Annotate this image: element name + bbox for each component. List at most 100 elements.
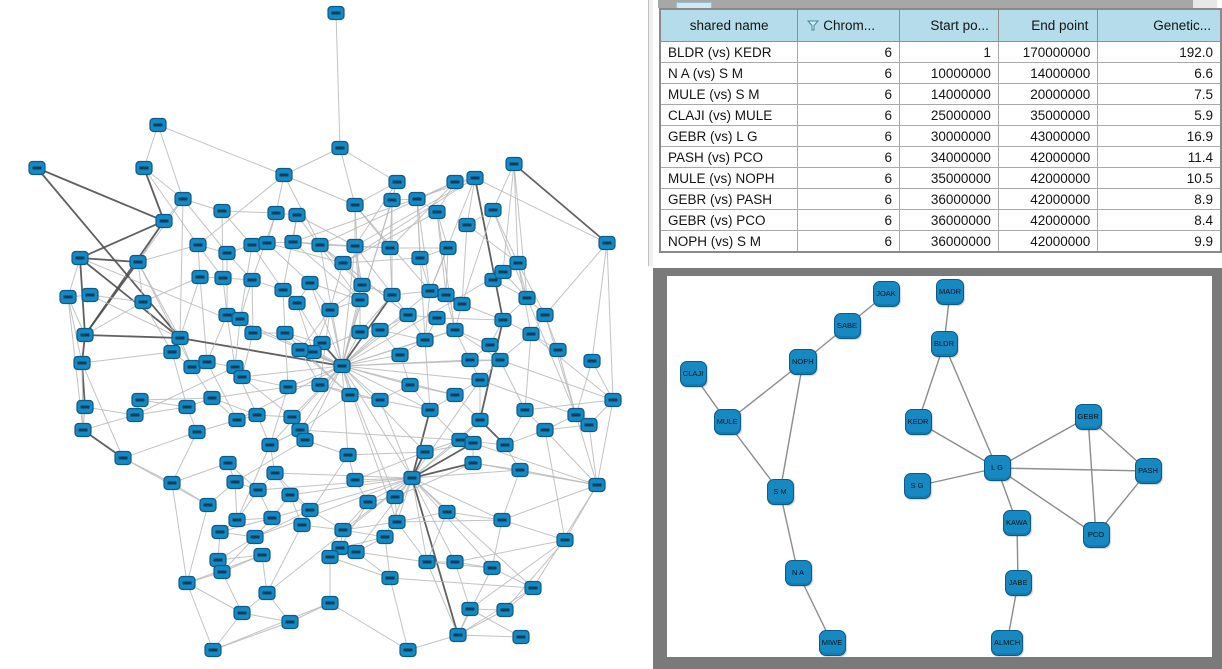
table-row[interactable]: MULE (vs) NOPH 6 35000000 42000000 10.5 <box>659 167 1222 189</box>
table-row[interactable]: NOPH (vs) S M 6 36000000 42000000 9.9 <box>659 230 1222 253</box>
graph-node-label <box>475 378 485 382</box>
table-row[interactable]: GEBR (vs) PASH 6 36000000 42000000 8.9 <box>659 188 1222 210</box>
graph-node-label <box>202 360 212 364</box>
table-cell: 6 <box>797 209 900 231</box>
subnetwork-node-n-a[interactable]: N A <box>784 560 812 586</box>
subnetwork-canvas[interactable]: JOAK SABE NOPH CLAJI MULE S M N A MIWE MADR BLDR K… <box>667 276 1212 657</box>
subnetwork-node-l-g[interactable]: L G <box>983 455 1011 481</box>
table-cell: 36000000 <box>898 230 999 253</box>
subnetwork-node-madr[interactable]: MADR <box>936 279 965 305</box>
graph-node-label <box>450 560 460 564</box>
subnetwork-node-bldr[interactable]: BLDR <box>930 331 958 357</box>
graph-node-label <box>182 581 192 585</box>
graph-node-label <box>528 586 538 590</box>
graph-node-label <box>285 620 295 624</box>
subnetwork-node-pco[interactable]: PCO <box>1082 522 1110 548</box>
subnetwork-node-pash[interactable]: PASH <box>1134 458 1162 484</box>
subnetwork-node-claji[interactable]: CLAJI <box>679 361 707 387</box>
graph-node-label <box>442 510 452 514</box>
table-cell: 42000000 <box>997 167 1099 189</box>
table-row[interactable]: CLAJI (vs) MULE 6 25000000 35000000 5.9 <box>659 104 1222 126</box>
subnetwork-node-kedr[interactable]: KEDR <box>904 409 932 435</box>
column-header-2[interactable]: Start po... <box>898 8 999 42</box>
graph-node-label <box>470 176 480 180</box>
table-row[interactable]: N A (vs) S M 6 10000000 14000000 6.6 <box>659 62 1222 84</box>
table-header: shared name Chrom... Start po... End point G… <box>659 8 1222 42</box>
graph-node-label <box>450 393 460 397</box>
subnetwork-node-kawa[interactable]: KAWA <box>1003 510 1031 536</box>
graph-node-label <box>315 243 325 247</box>
subnetwork-node-jabe[interactable]: JABE <box>1004 570 1032 596</box>
table-titlebar <box>658 0 1207 8</box>
graph-node-label <box>195 275 205 279</box>
table-cell: MULE (vs) NOPH <box>659 167 799 189</box>
subnetwork-node-gebr[interactable]: GEBR <box>1074 404 1102 430</box>
graph-node-label <box>237 375 247 379</box>
table-row[interactable]: BLDR (vs) KEDR 6 1 170000000 192.0 <box>659 41 1222 63</box>
column-header-0[interactable]: shared name <box>659 8 799 42</box>
column-header-label: End point <box>1031 18 1089 33</box>
graph-node-label <box>252 413 262 417</box>
graph-node-label <box>465 607 475 611</box>
filter-icon[interactable] <box>807 20 820 31</box>
table-row[interactable]: PASH (vs) PCO 6 34000000 42000000 11.4 <box>659 146 1222 168</box>
subnetwork-node-miwe[interactable]: MIWE <box>818 630 846 656</box>
graph-node-label <box>270 471 280 475</box>
graph-node-label <box>278 288 288 292</box>
subnetwork-node-sabe[interactable]: SABE <box>833 313 861 339</box>
graph-node-label <box>175 336 185 340</box>
graph-node-label <box>608 398 618 402</box>
graph-node-label <box>498 270 508 274</box>
graph-node-label <box>178 197 188 201</box>
large-network-canvas[interactable] <box>0 0 648 669</box>
graph-node-label <box>526 332 536 336</box>
subnetwork-node-joak[interactable]: JOAK <box>872 281 900 307</box>
column-header-4[interactable]: Genetic... <box>1097 8 1222 42</box>
table-cell: 192.0 <box>1097 41 1222 63</box>
graph-node-label <box>355 298 365 302</box>
graph-node-label <box>295 348 305 352</box>
graph-node-label <box>375 328 385 332</box>
table-row[interactable]: GEBR (vs) PCO 6 36000000 42000000 8.4 <box>659 209 1222 231</box>
column-header-label: Start po... <box>930 18 989 33</box>
graph-nodes <box>28 5 622 658</box>
table-cell: 20000000 <box>997 83 1099 105</box>
column-header-3[interactable]: End point <box>997 8 1099 42</box>
graph-node-label <box>80 333 90 337</box>
graph-node-label <box>457 302 467 306</box>
graph-node-label <box>350 478 360 482</box>
table-cell: NOPH (vs) S M <box>659 230 799 253</box>
graph-node-label <box>390 495 400 499</box>
graph-node-label <box>193 243 203 247</box>
graph-node-label <box>453 633 463 637</box>
graph-node-label <box>395 353 405 357</box>
graph-node-label <box>235 317 245 321</box>
table-cell: 36000000 <box>898 209 999 231</box>
graph-node-label <box>217 209 227 213</box>
table-tab[interactable] <box>676 2 712 9</box>
table-cell: 34000000 <box>898 146 999 168</box>
graph-node-label <box>325 601 335 605</box>
graph-node-label <box>232 518 242 522</box>
column-header-1[interactable]: Chrom... <box>797 8 900 42</box>
subnetwork-node-mule[interactable]: MULE <box>713 409 741 435</box>
graph-node-label <box>222 313 232 317</box>
graph-node-label <box>432 210 442 214</box>
subnetwork-node-s-m[interactable]: S M <box>766 479 794 505</box>
graph-node-label <box>443 246 453 250</box>
graph-node-label <box>422 560 432 564</box>
graph-node-label <box>300 438 310 442</box>
table-row[interactable]: GEBR (vs) L G 6 30000000 43000000 16.9 <box>659 125 1222 147</box>
table-cell: 35000000 <box>898 167 999 189</box>
table-row[interactable]: MULE (vs) S M 6 14000000 20000000 7.5 <box>659 83 1222 105</box>
subnetwork-node-almch[interactable]: ALMCH <box>991 630 1024 656</box>
large-network-panel[interactable] <box>0 0 648 669</box>
graph-node-label <box>412 197 422 201</box>
table-cell: 170000000 <box>997 41 1099 63</box>
subnetwork-node-s-g[interactable]: S G <box>903 473 931 499</box>
graph-node-label <box>335 546 345 550</box>
graph-node-label <box>63 295 73 299</box>
subnetwork-node-noph[interactable]: NOPH <box>789 349 817 375</box>
graph-node-label <box>392 520 402 524</box>
